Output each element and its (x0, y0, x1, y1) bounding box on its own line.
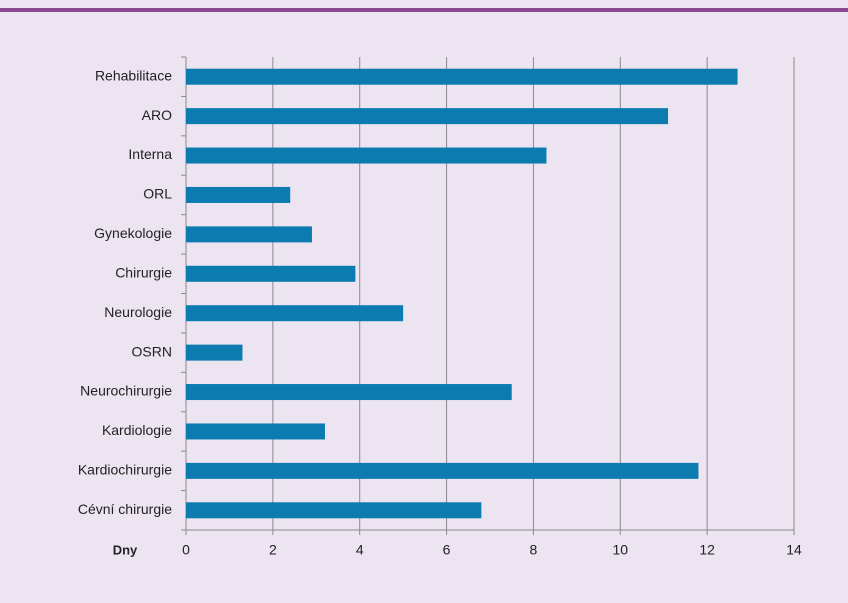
y-tick-label: Interna (128, 146, 172, 162)
y-tick-label: Gynekologie (94, 225, 172, 241)
bar (186, 344, 243, 361)
bar (186, 108, 669, 125)
bar (186, 502, 482, 519)
x-tick-label: 14 (786, 542, 802, 558)
bar (186, 147, 547, 164)
y-tick-label: Neurologie (104, 304, 172, 320)
y-tick-label: Chirurgie (115, 264, 172, 280)
bar (186, 462, 699, 479)
y-tick-label: Cévní chirurgie (78, 501, 172, 517)
bar (186, 68, 738, 85)
bar (186, 423, 325, 440)
y-tick-label: Kardiochirurgie (78, 462, 172, 478)
y-tick-label: ARO (142, 107, 172, 123)
x-tick-label: 10 (612, 542, 628, 558)
y-tick-label: ORL (143, 186, 172, 202)
bar (186, 186, 291, 203)
y-tick-label: OSRN (132, 343, 172, 359)
x-tick-label: 6 (443, 542, 451, 558)
bar (186, 305, 404, 322)
top-rule (0, 8, 848, 12)
y-tick-label: Kardiologie (102, 422, 172, 438)
y-tick-label: Rehabilitace (95, 67, 172, 83)
bar (186, 265, 356, 282)
bar (186, 384, 512, 401)
x-axis-label: Dny (113, 542, 138, 557)
x-tick-label: 4 (356, 542, 364, 558)
x-tick-label: 12 (699, 542, 715, 558)
x-tick-label: 8 (530, 542, 538, 558)
x-tick-label: 0 (182, 542, 190, 558)
x-tick-label: 2 (269, 542, 277, 558)
bar (186, 226, 312, 243)
y-tick-label: Neurochirurgie (80, 383, 172, 399)
